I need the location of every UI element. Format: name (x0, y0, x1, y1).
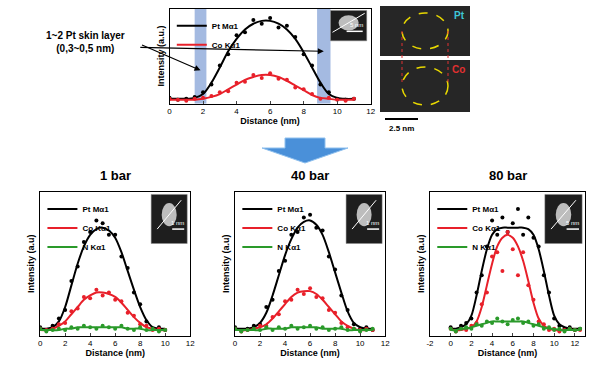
svg-text:1 nm: 1 nm (366, 220, 379, 226)
svg-text:8: 8 (531, 339, 536, 348)
svg-text:6: 6 (113, 339, 118, 348)
svg-text:5 nm: 5 nm (350, 22, 363, 28)
svg-text:2.5 nm: 2.5 nm (389, 124, 414, 133)
svg-text:40 bar: 40 bar (291, 168, 329, 183)
svg-text:12: 12 (366, 107, 375, 116)
svg-text:10: 10 (550, 339, 559, 348)
svg-text:Pt Mα1: Pt Mα1 (82, 205, 109, 214)
svg-text:Pt Mα1: Pt Mα1 (472, 205, 499, 214)
svg-text:2: 2 (469, 339, 474, 348)
svg-text:0: 0 (448, 339, 453, 348)
svg-text:12: 12 (186, 339, 195, 348)
svg-text:80 bar: 80 bar (489, 168, 527, 183)
svg-text:Intensity (a.u): Intensity (a.u) (26, 234, 36, 293)
svg-text:1 nm: 1 nm (171, 220, 184, 226)
svg-text:Pt Mα1: Pt Mα1 (277, 205, 304, 214)
svg-text:8: 8 (333, 339, 338, 348)
svg-text:4: 4 (88, 339, 93, 348)
svg-text:N Kα1: N Kα1 (472, 243, 496, 252)
svg-text:-2: -2 (426, 339, 434, 348)
svg-text:2: 2 (201, 107, 206, 116)
svg-text:8: 8 (301, 107, 306, 116)
svg-text:Co Kα1: Co Kα1 (82, 224, 111, 233)
svg-text:Pt Mα1: Pt Mα1 (212, 22, 239, 31)
svg-text:2: 2 (258, 339, 263, 348)
svg-text:Co: Co (452, 64, 465, 75)
svg-text:1~2 Pt skin layer(0,3~0,5 nm): 1~2 Pt skin layer(0,3~0,5 nm) (46, 30, 125, 54)
svg-text:4: 4 (283, 339, 288, 348)
svg-text:Co Kα1: Co Kα1 (277, 224, 306, 233)
svg-text:6: 6 (268, 107, 273, 116)
svg-text:Intensity (a.u): Intensity (a.u) (221, 234, 231, 293)
svg-text:Distance (nm): Distance (nm) (85, 348, 145, 358)
svg-text:10: 10 (333, 107, 342, 116)
svg-text:Intensity (a.u): Intensity (a.u) (416, 234, 426, 293)
svg-text:Pt: Pt (454, 10, 465, 21)
svg-text:0: 0 (233, 339, 238, 348)
svg-text:Distance (nm): Distance (nm) (478, 348, 538, 358)
svg-text:0: 0 (38, 339, 43, 348)
svg-text:5 nm: 5 nm (566, 220, 579, 226)
svg-text:Co Kα1: Co Kα1 (472, 224, 501, 233)
svg-text:4: 4 (490, 339, 495, 348)
svg-text:N Kα1: N Kα1 (277, 243, 301, 252)
svg-text:2: 2 (63, 339, 68, 348)
svg-text:Co Kα1: Co Kα1 (212, 41, 241, 50)
svg-text:12: 12 (381, 339, 390, 348)
svg-text:6: 6 (511, 339, 516, 348)
svg-text:8: 8 (138, 339, 143, 348)
svg-text:Distance (nm): Distance (nm) (280, 348, 340, 358)
svg-text:1 bar: 1 bar (100, 168, 131, 183)
svg-text:4: 4 (234, 107, 239, 116)
svg-text:Distance (nm): Distance (nm) (240, 116, 300, 126)
svg-text:12: 12 (570, 339, 579, 348)
svg-text:0: 0 (167, 107, 172, 116)
svg-text:10: 10 (356, 339, 365, 348)
svg-text:6: 6 (308, 339, 313, 348)
svg-text:Intensity (a.u.): Intensity (a.u.) (156, 26, 166, 87)
svg-text:10: 10 (161, 339, 170, 348)
svg-text:N Kα1: N Kα1 (82, 243, 106, 252)
